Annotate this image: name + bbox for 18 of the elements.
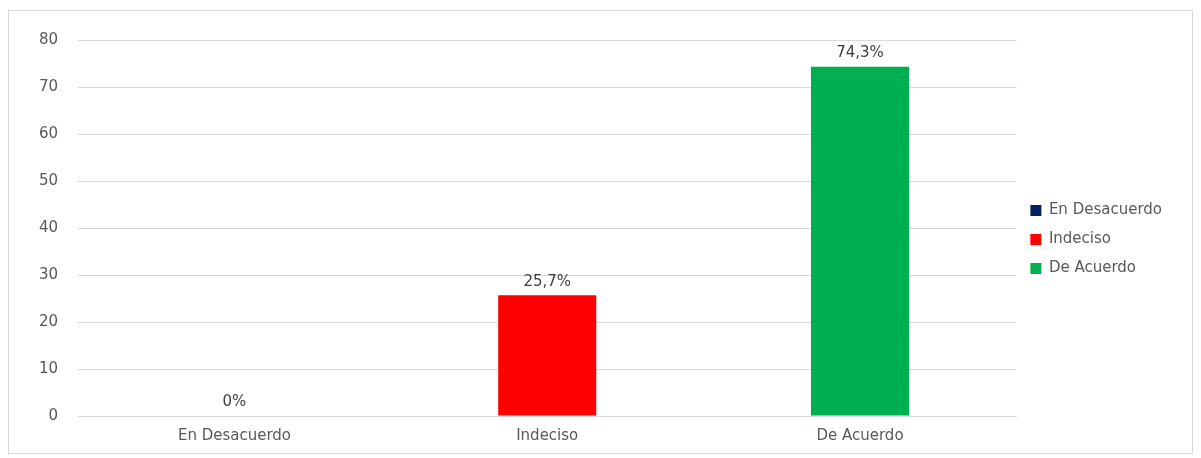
y-tick-label: 50 xyxy=(38,170,59,189)
data-label: 74,3% xyxy=(836,43,884,62)
data-label: 0% xyxy=(222,392,247,411)
legend-label: Indeciso xyxy=(1048,229,1111,248)
y-tick-label: 40 xyxy=(38,217,59,236)
y-tick-label: 20 xyxy=(38,311,59,330)
data-label: 25,7% xyxy=(523,271,572,290)
y-tick-label: 70 xyxy=(38,76,59,95)
y-tick-label: 0 xyxy=(48,405,59,424)
x-tick-label: En Desacuerdo xyxy=(177,425,292,444)
legend-label: De Acuerdo xyxy=(1048,258,1137,277)
y-tick-label: 10 xyxy=(38,358,59,377)
x-tick-label: Indeciso xyxy=(516,425,579,444)
legend-label: En Desacuerdo xyxy=(1048,200,1162,219)
y-tick-label: 80 xyxy=(38,29,59,48)
y-tick-label: 30 xyxy=(38,264,59,283)
y-tick-label: 60 xyxy=(38,123,59,142)
x-tick-label: De Acuerdo xyxy=(816,425,904,444)
